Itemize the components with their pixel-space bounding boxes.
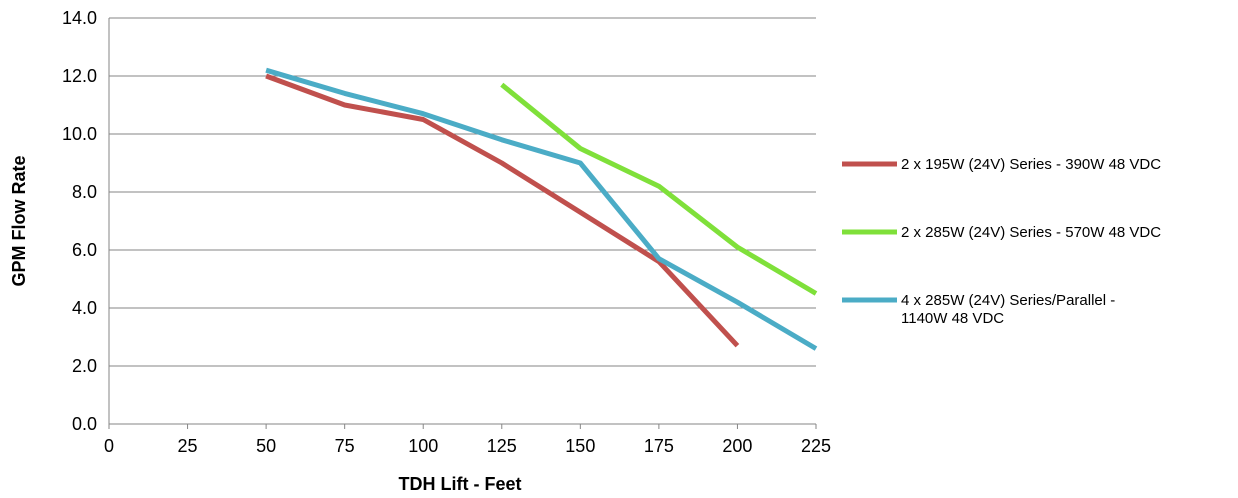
legend-label-3: 4 x 285W (24V) Series/Parallel - <box>901 292 1115 309</box>
y-tick-label: 8.0 <box>72 182 97 202</box>
x-tick-label: 25 <box>178 436 198 456</box>
x-tick-label: 0 <box>104 436 114 456</box>
y-tick-labels: 0.0 2.0 4.0 6.0 8.0 10.0 12.0 14.0 <box>62 8 97 434</box>
x-tick-labels: 0 25 50 75 100 125 150 175 200 225 <box>104 436 831 456</box>
series-line-1 <box>265 73 740 348</box>
y-tick-label: 2.0 <box>72 356 97 376</box>
x-tick-label: 75 <box>335 436 355 456</box>
x-tick-label: 225 <box>801 436 831 456</box>
x-tick-label: 125 <box>487 436 517 456</box>
series-lines <box>265 67 818 351</box>
x-tick-label: 200 <box>722 436 752 456</box>
legend: 2 x 195W (24V) Series - 390W 48 VDC 2 x 2… <box>842 156 1161 327</box>
y-tick-label: 0.0 <box>72 414 97 434</box>
gridlines <box>109 17 816 367</box>
y-tick-label: 10.0 <box>62 124 97 144</box>
x-tick-label: 175 <box>644 436 674 456</box>
x-tick-label: 50 <box>256 436 276 456</box>
legend-label-1: 2 x 195W (24V) Series - 390W 48 VDC <box>901 156 1161 173</box>
legend-label-3: 1140W 48 VDC <box>901 310 1004 327</box>
axes <box>108 18 817 429</box>
y-axis-title: GPM Flow Rate <box>9 155 29 286</box>
series-line-2 <box>500 82 818 296</box>
y-tick-label: 12.0 <box>62 66 97 86</box>
series-line-3 <box>265 67 818 351</box>
y-tick-label: 4.0 <box>72 298 97 318</box>
y-tick-label: 6.0 <box>72 240 97 260</box>
x-tick-label: 150 <box>565 436 595 456</box>
y-tick-label: 14.0 <box>62 8 97 28</box>
x-tick-label: 100 <box>408 436 438 456</box>
legend-label-2: 2 x 285W (24V) Series - 570W 48 VDC <box>901 224 1161 241</box>
x-axis-title: TDH Lift - Feet <box>399 474 522 494</box>
